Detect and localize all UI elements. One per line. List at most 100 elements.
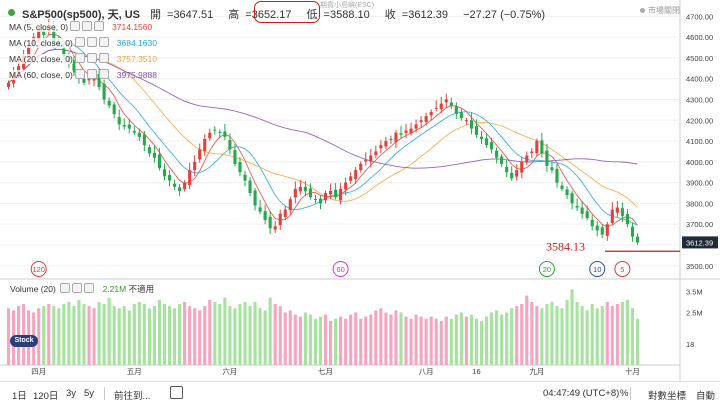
- candle-body: [228, 140, 232, 150]
- settings-icon[interactable]: [82, 21, 93, 31]
- price-tick-label: 4000.00: [686, 158, 713, 167]
- range-3y-button[interactable]: 3y: [66, 388, 77, 399]
- candle-body: [474, 126, 479, 135]
- bottom-toolbar: 1日 120日 3y 5y 前往到... 04:47:49 (UTC+8) % …: [0, 381, 720, 406]
- price-tick-label: 4500.00: [686, 54, 713, 63]
- low-value: 3588.10: [329, 9, 370, 21]
- candle-body: [102, 83, 106, 100]
- ma-label[interactable]: MA (10, close, 0): [9, 38, 73, 48]
- volume-bar: [112, 306, 116, 365]
- settings-icon[interactable]: [86, 53, 97, 63]
- volume-bar: [233, 308, 237, 365]
- candle-body: [243, 174, 247, 181]
- clock-time[interactable]: 04:47:49 (UTC+8): [543, 388, 620, 399]
- volume-bar: [399, 312, 403, 365]
- settings-icon[interactable]: [72, 283, 83, 293]
- candle-body: [454, 106, 458, 115]
- volume-bar: [62, 304, 66, 365]
- candle-body: [354, 170, 358, 179]
- ohlc-readout: 開 =3647.51 高 =3652.17 低 =3588.10 收 =3612.39 …: [150, 9, 546, 21]
- eye-icon[interactable]: [60, 283, 71, 293]
- eye-icon[interactable]: [74, 53, 85, 63]
- symbol-title[interactable]: S&P500(sp500), 天, US: [22, 9, 140, 21]
- log-scale-toggle[interactable]: 對數坐標: [648, 391, 687, 402]
- volume-label[interactable]: Volume (20): [10, 284, 56, 294]
- candle-body: [560, 185, 564, 189]
- watermark: 期貨小島嶼(ESC): [320, 2, 375, 9]
- candle-body: [268, 216, 272, 229]
- eye-icon[interactable]: [70, 21, 81, 31]
- volume-bar: [459, 312, 463, 365]
- candle-body: [273, 226, 277, 230]
- volume-bar: [525, 295, 529, 365]
- candle-body: [510, 172, 514, 179]
- eye-icon[interactable]: [74, 69, 85, 79]
- close-icon[interactable]: [98, 69, 109, 79]
- volume-bar: [429, 316, 433, 365]
- volume-bar: [258, 308, 262, 365]
- ma-label[interactable]: MA (20, close, 0): [9, 54, 73, 64]
- candle-body: [590, 219, 594, 227]
- candle-body: [379, 145, 383, 149]
- volume-bar: [253, 301, 257, 365]
- candle-body: [122, 125, 126, 127]
- volume-bar: [474, 318, 479, 365]
- volume-bar: [278, 306, 282, 365]
- candle-body: [565, 189, 569, 196]
- volume-bar: [142, 304, 146, 365]
- volume-value: 2.21M: [102, 284, 127, 294]
- settings-icon[interactable]: [86, 69, 97, 79]
- auto-scale-toggle[interactable]: 自動: [696, 391, 716, 402]
- volume-bar: [273, 304, 277, 365]
- goto-date-button[interactable]: 前往到...: [114, 391, 151, 402]
- close-icon[interactable]: [98, 37, 109, 47]
- candle-body: [318, 198, 323, 204]
- volume-bar: [354, 312, 358, 365]
- range-5y-button[interactable]: 5y: [84, 388, 95, 399]
- close-icon[interactable]: [98, 53, 109, 63]
- close-icon[interactable]: [84, 283, 95, 293]
- volume-bar: [464, 316, 468, 365]
- eye-icon[interactable]: [74, 37, 85, 47]
- ma-label[interactable]: MA (60, close, 0): [9, 70, 73, 80]
- chart-header: S&P500(sp500), 天, US 開 =3647.51 高 =3652.17…: [0, 0, 680, 26]
- volume-tick-label: 18: [686, 340, 694, 349]
- candlestick-chart[interactable]: 4700.00 4600.00 4500.00 4400.00 4300.00 4200.…: [0, 0, 720, 381]
- candle-body: [364, 159, 368, 162]
- volume-bar: [374, 310, 378, 365]
- candle-body: [535, 141, 539, 154]
- candle-body: [409, 128, 413, 134]
- ma-label[interactable]: MA (5, close, 0): [9, 22, 69, 32]
- candle-body: [142, 134, 146, 146]
- candle-body: [198, 149, 202, 160]
- percent-toggle[interactable]: %: [620, 388, 629, 399]
- volume-bar: [495, 310, 499, 365]
- volume-bar: [530, 301, 534, 365]
- volume-bar: [97, 301, 101, 365]
- volume-bar: [439, 320, 443, 365]
- calendar-icon[interactable]: [170, 386, 183, 399]
- volume-bar: [625, 299, 629, 365]
- candle-body: [157, 154, 162, 169]
- range-1d-button[interactable]: 1日: [12, 391, 27, 402]
- ma-value: 3757.3510: [116, 54, 157, 64]
- volume-bar: [424, 318, 428, 365]
- volume-bar: [198, 310, 202, 365]
- price-tick-label: 4200.00: [686, 116, 713, 125]
- range-120d-button[interactable]: 120日: [33, 391, 59, 402]
- open-value: 3647.51: [173, 9, 214, 21]
- candle-body: [505, 167, 509, 173]
- volume-bar: [620, 301, 624, 365]
- candle-body: [464, 120, 468, 122]
- volume-bar: [248, 306, 252, 365]
- close-icon[interactable]: [94, 21, 105, 31]
- candle-body: [429, 111, 433, 116]
- settings-icon[interactable]: [86, 37, 97, 47]
- ma-legend-row: MA (10, close, 0) 3684.1630: [9, 37, 157, 48]
- volume-bar: [183, 301, 187, 365]
- volume-bar: [238, 304, 242, 365]
- candle-body: [127, 124, 131, 129]
- candle-body: [288, 199, 292, 211]
- candle-body: [334, 189, 338, 198]
- candle-body: [374, 151, 378, 155]
